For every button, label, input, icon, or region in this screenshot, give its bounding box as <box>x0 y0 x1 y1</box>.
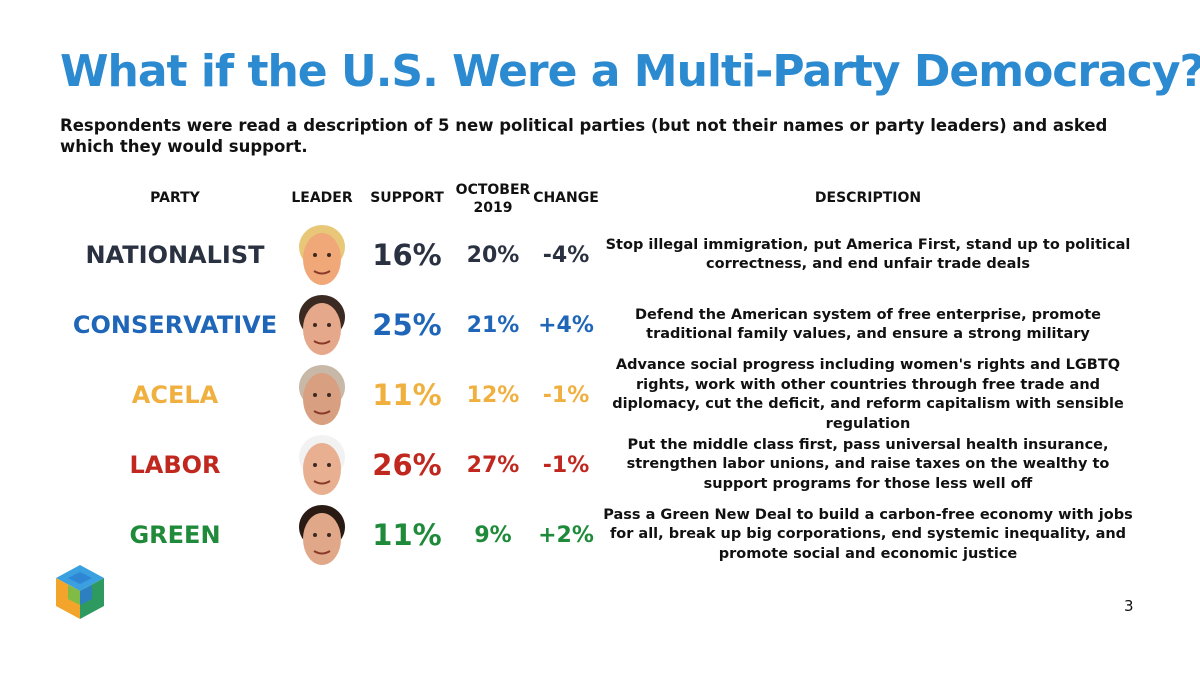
support-value: 25% <box>372 308 442 342</box>
party-name: ACELA <box>131 381 219 409</box>
october-2019-value: 12% <box>466 382 520 408</box>
party-description: Pass a Green New Deal to build a carbon-… <box>603 506 1133 562</box>
party-row: ACELA 11% 12% -1% Advance social progress in… <box>0 357 1200 432</box>
change-value: -1% <box>542 382 590 408</box>
party-row: LABOR 26% 27% -1% Put the middle class first… <box>0 430 1200 500</box>
header-leader: LEADER <box>291 190 353 206</box>
october-2019-value: 21% <box>466 312 520 338</box>
party-row: CONSERVATIVE 25% 21% +4% Defend the American… <box>0 290 1200 360</box>
party-description: Advance social progress including women'… <box>612 357 1124 432</box>
party-name: NATIONALIST <box>85 241 265 269</box>
party-name: GREEN <box>129 521 221 549</box>
leader-face-icon <box>294 360 350 430</box>
change-value: -4% <box>542 242 590 268</box>
change-value: -1% <box>542 452 590 478</box>
cube-logo-icon <box>56 565 104 619</box>
leader-face-icon <box>294 290 350 360</box>
header-description: DESCRIPTION <box>814 190 922 206</box>
party-name: LABOR <box>129 451 221 479</box>
party-description: Defend the American system of free enter… <box>635 306 1101 343</box>
page-title: What if the U.S. Were a Multi-Party Demo… <box>60 46 1200 97</box>
party-row: NATIONALIST 16% 20% -4% Stop illegal immigra… <box>0 220 1200 290</box>
header-party: PARTY <box>150 190 200 206</box>
leader-face-icon <box>294 220 350 290</box>
leader-face-icon <box>294 500 350 570</box>
october-2019-value: 27% <box>466 452 520 478</box>
party-name: CONSERVATIVE <box>72 311 278 339</box>
header-october-line2: 2019 <box>473 200 513 216</box>
header-october-2019: OCTOBER 2019 <box>452 181 534 217</box>
party-description: Stop illegal immigration, put America Fi… <box>605 236 1131 273</box>
header-october-line1: OCTOBER <box>455 182 531 198</box>
support-value: 16% <box>372 238 442 272</box>
support-value: 11% <box>372 518 442 552</box>
page-subtitle: Respondents were read a description of 5… <box>60 116 1108 156</box>
change-value: +4% <box>538 312 594 338</box>
change-value: +2% <box>538 522 594 548</box>
party-row: GREEN 11% 9% +2% Pass a Green New Deal to bu… <box>0 500 1200 570</box>
leader-face-icon <box>294 430 350 500</box>
support-value: 11% <box>372 378 442 412</box>
october-2019-value: 9% <box>474 522 512 548</box>
header-support: SUPPORT <box>370 190 444 206</box>
party-description: Put the middle class first, pass univers… <box>626 436 1110 492</box>
header-change: CHANGE <box>533 190 599 206</box>
support-value: 26% <box>372 448 442 482</box>
october-2019-value: 20% <box>466 242 520 268</box>
page-number: 3 <box>1124 597 1134 615</box>
